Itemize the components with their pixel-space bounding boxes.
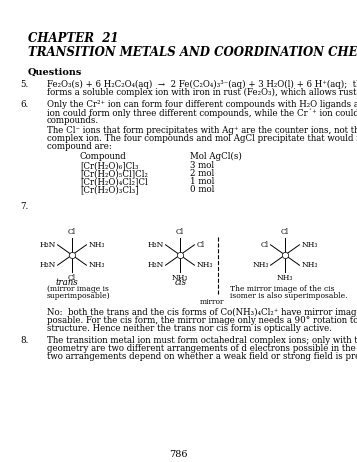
Text: NH₃: NH₃ — [196, 261, 213, 269]
Text: Mol AgCl(s): Mol AgCl(s) — [190, 152, 242, 161]
Text: 6.: 6. — [20, 100, 28, 109]
Text: TRANSITION METALS AND COORDINATION CHEMISTRY: TRANSITION METALS AND COORDINATION CHEMI… — [28, 46, 357, 59]
Text: cis: cis — [175, 278, 187, 287]
Text: Cl: Cl — [68, 228, 76, 236]
Text: Compound: Compound — [80, 152, 127, 161]
Text: compounds.: compounds. — [47, 116, 99, 125]
Text: 5.: 5. — [20, 80, 28, 89]
Text: 786: 786 — [169, 450, 187, 459]
Text: 7.: 7. — [20, 202, 28, 211]
Text: geometry are two different arrangements of d electrons possible in the split d o: geometry are two different arrangements … — [47, 344, 357, 353]
Text: The transition metal ion must form octahedral complex ions; only with the octahe: The transition metal ion must form octah… — [47, 336, 357, 345]
Text: forms a soluble complex ion with iron in rust (Fe₂O₃), which allows rust stains : forms a soluble complex ion with iron in… — [47, 88, 357, 97]
Text: 8.: 8. — [20, 336, 28, 345]
Text: trans: trans — [56, 278, 79, 287]
Text: [Cr(H₂O)₄Cl₂]Cl: [Cr(H₂O)₄Cl₂]Cl — [80, 177, 148, 186]
Text: isomer is also superimposable.: isomer is also superimposable. — [230, 292, 347, 300]
Text: two arrangements depend on whether a weak field or strong field is present. For : two arrangements depend on whether a wea… — [47, 352, 357, 361]
Text: NH₃: NH₃ — [301, 261, 318, 269]
Text: NH₃: NH₃ — [89, 261, 105, 269]
Text: complex ion. The four compounds and mol AgCl precipitate that would form with 1 : complex ion. The four compounds and mol … — [47, 134, 357, 143]
Text: Only the Cr²⁺ ion can form four different compounds with H₂O ligands and Cl⁻ ion: Only the Cr²⁺ ion can form four differen… — [47, 100, 357, 109]
Text: Fe₂O₃(s) + 6 H₂C₂O₄(aq)  →  2 Fe(C₂O₄)₃³⁻(aq) + 3 H₂O(l) + 6 H⁺(aq);  the oxalat: Fe₂O₃(s) + 6 H₂C₂O₄(aq) → 2 Fe(C₂O₄)₃³⁻(… — [47, 80, 357, 89]
Text: Cl: Cl — [176, 228, 184, 236]
Text: 0 mol: 0 mol — [190, 185, 214, 194]
Text: Questions: Questions — [28, 68, 82, 77]
Text: 2 mol: 2 mol — [190, 169, 214, 178]
Text: Cl: Cl — [196, 241, 205, 249]
Text: Cl: Cl — [260, 241, 268, 249]
Text: posable. For the cis form, the mirror image only needs a 90° rotation to produce: posable. For the cis form, the mirror im… — [47, 316, 357, 325]
Text: [Cr(H₂O)₅Cl]Cl₂: [Cr(H₂O)₅Cl]Cl₂ — [80, 169, 148, 178]
Text: [Cr(H₂O)₆]Cl₃: [Cr(H₂O)₆]Cl₃ — [80, 161, 139, 170]
Text: (mirror image is: (mirror image is — [47, 285, 109, 293]
Text: H₃N: H₃N — [39, 241, 56, 249]
Text: Cl: Cl — [281, 228, 289, 236]
Text: CHAPTER  21: CHAPTER 21 — [28, 32, 119, 45]
Text: The Cl⁻ ions that form precipitates with Ag⁺ are the counter ions, not the ligan: The Cl⁻ ions that form precipitates with… — [47, 126, 357, 135]
Text: 3 mol: 3 mol — [190, 161, 214, 170]
Text: 1 mol: 1 mol — [190, 177, 214, 186]
Text: The mirror image of the cis: The mirror image of the cis — [230, 285, 335, 293]
Text: NH₃: NH₃ — [301, 241, 318, 249]
Text: Cl: Cl — [68, 274, 76, 282]
Text: ion could form only three different compounds, while the Cr´⁺ ion could form fiv: ion could form only three different comp… — [47, 108, 357, 117]
Text: H₃N: H₃N — [147, 261, 164, 269]
Text: [Cr(H₂O)₃Cl₃]: [Cr(H₂O)₃Cl₃] — [80, 185, 139, 194]
Text: H₃N: H₃N — [39, 261, 56, 269]
Text: compound are:: compound are: — [47, 142, 112, 151]
Text: NH₃: NH₃ — [172, 274, 188, 282]
Text: NH₃: NH₃ — [252, 261, 268, 269]
Text: NH₃: NH₃ — [89, 241, 105, 249]
Text: NH₃: NH₃ — [277, 274, 293, 282]
Text: structure. Hence neither the trans nor cis form is optically active.: structure. Hence neither the trans nor c… — [47, 324, 332, 333]
Text: No:  both the trans and the cis forms of Co(NH₃)₄Cl₂⁺ have mirror images that ar: No: both the trans and the cis forms of … — [47, 308, 357, 317]
Text: mirror: mirror — [200, 298, 224, 306]
Text: superimposable): superimposable) — [47, 292, 111, 300]
Text: H₃N: H₃N — [147, 241, 164, 249]
